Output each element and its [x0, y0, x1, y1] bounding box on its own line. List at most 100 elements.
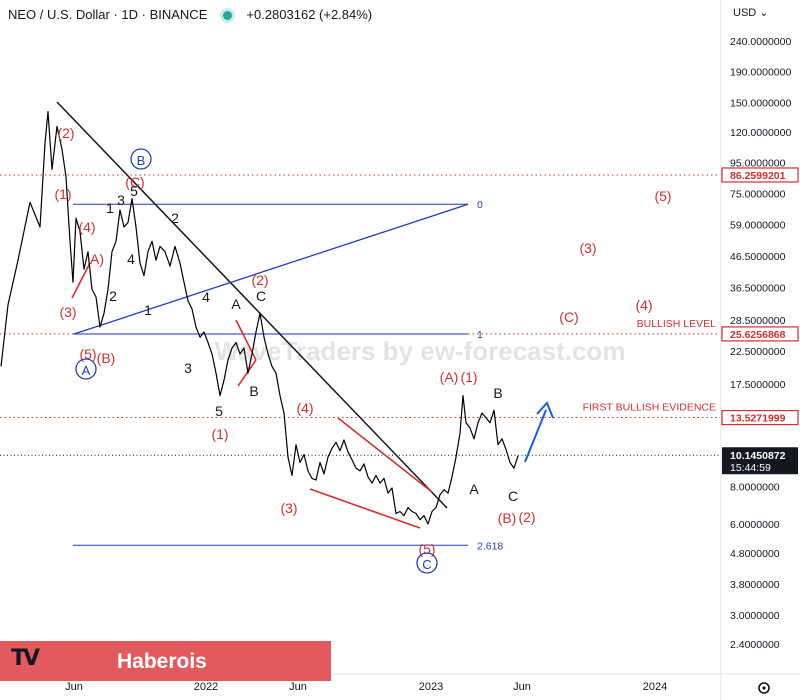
- wave-label: (3): [280, 500, 297, 516]
- level-price-badge: [721, 167, 799, 183]
- channel-line: [73, 203, 469, 335]
- price-tick-label: 75.0000000: [730, 188, 786, 200]
- price-change: +0.2803162 (+2.84%): [246, 7, 373, 22]
- wave-label: (1): [54, 186, 71, 202]
- level-price-label: 86.2599201: [730, 170, 786, 182]
- time-tick-label: Jun: [65, 681, 83, 693]
- wave-label: (C): [559, 309, 578, 325]
- price-tick-label: 95.0000000: [730, 157, 786, 169]
- wave-label: (C): [125, 174, 144, 190]
- price-tick-label: 17.5000000: [730, 379, 786, 391]
- gear-icon-hub: [762, 686, 766, 690]
- brand-banner: TV Haberois: [0, 641, 331, 681]
- wave-label: (B): [498, 510, 517, 526]
- wave-label: (2): [251, 272, 268, 288]
- countdown-label: 15:44:59: [730, 462, 771, 474]
- wave-label: 1: [144, 302, 152, 318]
- wave-label: A): [90, 251, 104, 267]
- wave-label: C: [422, 557, 431, 572]
- price-tick-label: 28.5000000: [730, 315, 786, 327]
- wave-label: 2: [171, 210, 179, 226]
- wave-line: [71, 262, 91, 299]
- brand-name: Haberois: [117, 650, 207, 673]
- wedge-line: [309, 488, 421, 529]
- price-tick-label: 4.8000000: [730, 548, 780, 560]
- wave-label: 2: [109, 288, 117, 304]
- wave-label: (B): [97, 350, 116, 366]
- projection-arrow-head: [536, 401, 554, 419]
- price-tick-label: 46.5000000: [730, 251, 786, 263]
- chart-header: NEO / U.S. Dollar · 1D · BINANCE +0.28031…: [8, 7, 372, 22]
- wave-label: B: [137, 153, 146, 168]
- level-price-badge: [721, 409, 799, 426]
- time-tick-label: 2022: [194, 681, 218, 693]
- level-price-badge: [721, 326, 799, 342]
- current-price-label: 10.1450872: [730, 450, 786, 462]
- time-tick-label: Jun: [289, 681, 307, 693]
- gear-icon[interactable]: [758, 682, 770, 694]
- wave-label: (5): [418, 541, 435, 557]
- wave-label: (2): [518, 509, 535, 525]
- wave-label: (3): [59, 304, 76, 320]
- price-series: [0, 110, 519, 525]
- wave-label: 3: [184, 360, 192, 376]
- wave-label: (1): [211, 426, 228, 442]
- wave-label: (2): [57, 125, 74, 141]
- wave-label-circle: [130, 148, 152, 170]
- currency-selector[interactable]: USD ⌄: [733, 6, 769, 19]
- wedge-line: [337, 417, 433, 493]
- wave-label: B: [249, 383, 258, 399]
- tradingview-logo[interactable]: TV: [11, 646, 40, 671]
- wave-label: (3): [579, 240, 596, 256]
- wave-label: (A): [440, 369, 459, 385]
- wave-line: [237, 359, 257, 387]
- currency-label: USD: [733, 7, 757, 19]
- market-status-dot: [223, 11, 233, 20]
- fib-label: 0: [477, 199, 483, 211]
- trend-line: [56, 101, 448, 509]
- wave-label: (4): [635, 297, 652, 313]
- fib-label: 2.618: [477, 540, 503, 552]
- chevron-down-icon: ⌄: [759, 7, 769, 19]
- symbol-title[interactable]: NEO / U.S. Dollar · 1D · BINANCE: [8, 7, 208, 22]
- watermark-text: WaveTraders by ew-forecast.com: [215, 336, 626, 366]
- price-tick-label: 2.4000000: [730, 639, 780, 651]
- price-tick-label: 3.0000000: [730, 610, 780, 622]
- wave-label: (5): [654, 188, 671, 204]
- price-tick-label: 3.8000000: [730, 579, 780, 591]
- price-tick-label: 240.0000000: [730, 36, 791, 48]
- level-price-label: 25.6256868: [730, 329, 786, 341]
- wave-label-circle: [75, 358, 97, 380]
- time-tick-label: Jun: [513, 681, 531, 693]
- price-tick-label: 59.0000000: [730, 220, 786, 232]
- wave-label: C: [508, 488, 518, 504]
- price-tick-label: 190.0000000: [730, 67, 791, 79]
- price-axis-panel: [720, 0, 800, 700]
- price-tick-label: 36.5000000: [730, 283, 786, 295]
- wave-label: A: [82, 363, 91, 378]
- projection-arrow: [524, 409, 547, 463]
- gear-icon-ring: [758, 682, 770, 694]
- price-tick-label: 120.0000000: [730, 127, 791, 139]
- wave-label-circle: [416, 552, 438, 574]
- wave-label: 4: [202, 289, 210, 305]
- wave-label: (4): [296, 400, 313, 416]
- price-tick-label: 8.0000000: [730, 481, 780, 493]
- wave-label: (5): [79, 346, 96, 362]
- wave-label: 5: [215, 403, 223, 419]
- wave-label: (1): [460, 369, 477, 385]
- price-tick-label: 150.0000000: [730, 98, 791, 110]
- fib-label: 1: [477, 329, 483, 341]
- level-price-label: 13.5271999: [730, 413, 786, 425]
- wave-label: (4): [78, 219, 95, 235]
- wave-label: A: [469, 481, 479, 497]
- price-tick-label: 22.5000000: [730, 346, 786, 358]
- bullish-level-label: BULLISH LEVEL: [637, 318, 717, 330]
- wave-label: 3: [117, 192, 125, 208]
- price-tick-label: 6.0000000: [730, 519, 780, 531]
- time-tick-label: 2023: [419, 681, 443, 693]
- wave-label: 4: [127, 251, 135, 267]
- wave-label: B: [493, 385, 502, 401]
- wave-label: C: [256, 288, 266, 304]
